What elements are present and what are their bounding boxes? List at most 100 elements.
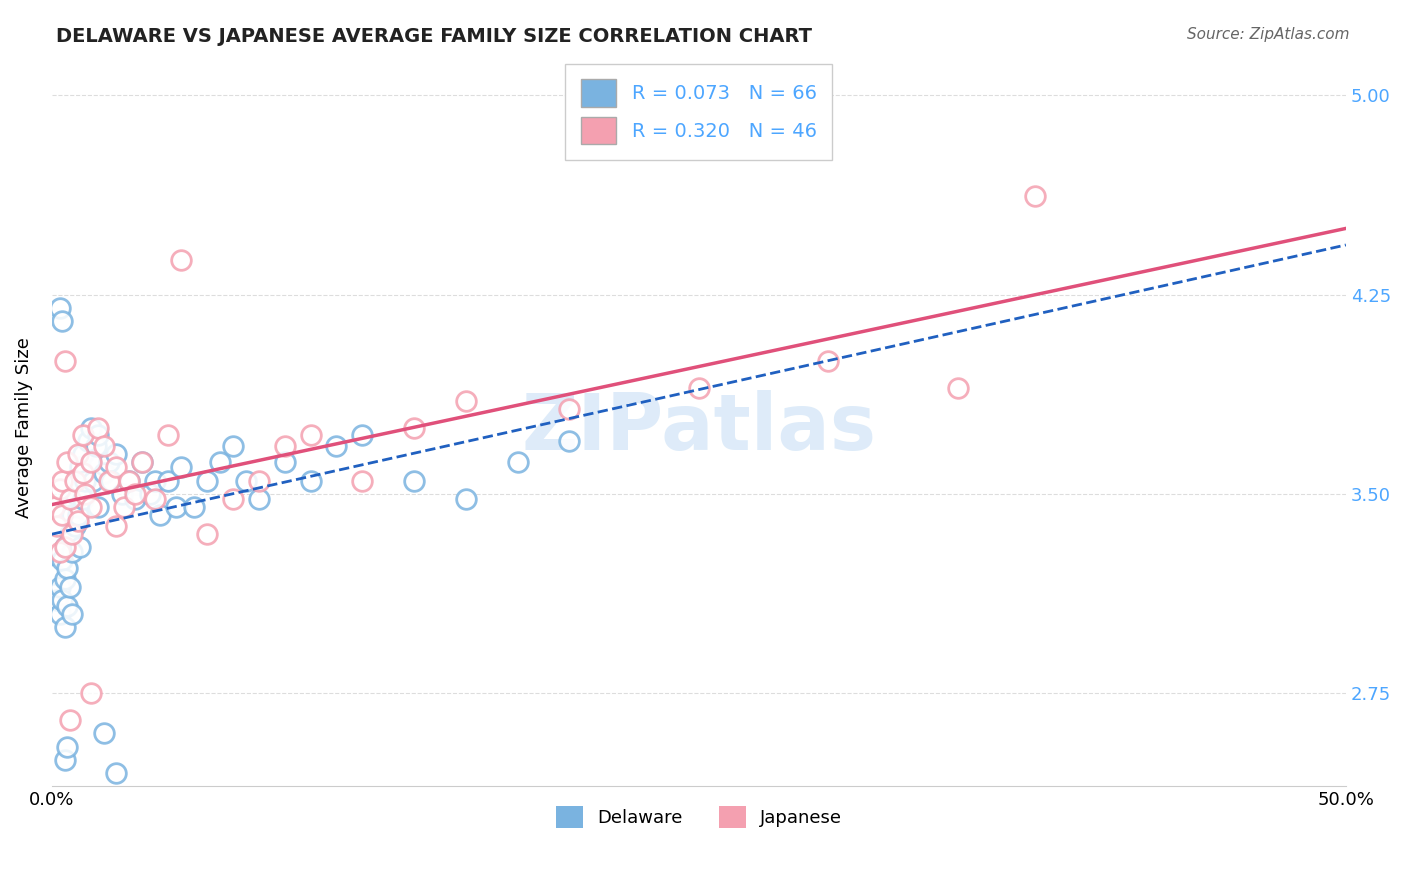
Point <box>131 455 153 469</box>
Point <box>75 487 97 501</box>
Point <box>48 301 70 315</box>
Point <box>454 393 477 408</box>
Point <box>97 455 120 469</box>
Point <box>105 519 128 533</box>
Point <box>72 492 94 507</box>
Point <box>247 492 270 507</box>
Point <box>56 739 79 754</box>
Point <box>56 561 79 575</box>
Point <box>93 466 115 480</box>
Point <box>352 474 374 488</box>
Point <box>404 420 426 434</box>
Point <box>93 439 115 453</box>
Point <box>53 572 76 586</box>
Point <box>97 474 120 488</box>
Point <box>77 434 100 448</box>
Point <box>170 252 193 267</box>
Point <box>79 686 101 700</box>
Point <box>79 455 101 469</box>
Point <box>131 455 153 469</box>
Point <box>51 508 73 523</box>
Point <box>62 607 84 621</box>
Point <box>72 466 94 480</box>
Point <box>112 500 135 515</box>
Point <box>62 545 84 559</box>
Point <box>79 500 101 515</box>
Point <box>63 519 86 533</box>
Point <box>45 519 67 533</box>
Point <box>143 492 166 507</box>
Point <box>352 428 374 442</box>
Point <box>273 439 295 453</box>
Point <box>222 492 245 507</box>
Point <box>45 593 67 607</box>
Text: DELAWARE VS JAPANESE AVERAGE FAMILY SIZE CORRELATION CHART: DELAWARE VS JAPANESE AVERAGE FAMILY SIZE… <box>56 27 813 45</box>
Point <box>56 599 79 613</box>
Point <box>558 434 581 448</box>
Point <box>157 428 180 442</box>
Point <box>72 447 94 461</box>
Legend: Delaware, Japanese: Delaware, Japanese <box>548 798 849 835</box>
Point <box>59 492 82 507</box>
Point <box>53 540 76 554</box>
Point <box>53 354 76 368</box>
Point <box>124 487 146 501</box>
Point <box>235 474 257 488</box>
Point <box>1024 189 1046 203</box>
Point <box>72 428 94 442</box>
Point <box>82 474 104 488</box>
Text: Source: ZipAtlas.com: Source: ZipAtlas.com <box>1187 27 1350 42</box>
Y-axis label: Average Family Size: Average Family Size <box>15 337 32 518</box>
Point <box>170 460 193 475</box>
Text: ZIPatlas: ZIPatlas <box>522 390 876 466</box>
Point <box>105 447 128 461</box>
Point <box>59 713 82 727</box>
Point <box>157 474 180 488</box>
Point <box>56 455 79 469</box>
Point <box>48 580 70 594</box>
Point <box>247 474 270 488</box>
Point <box>51 474 73 488</box>
Point <box>195 527 218 541</box>
Point <box>87 420 110 434</box>
Point <box>105 460 128 475</box>
Point <box>105 766 128 780</box>
Point <box>404 474 426 488</box>
Point <box>299 474 322 488</box>
Point <box>62 527 84 541</box>
Point <box>149 508 172 523</box>
Point <box>62 508 84 523</box>
Point <box>118 474 141 488</box>
Point <box>208 455 231 469</box>
Point <box>454 492 477 507</box>
Point <box>63 474 86 488</box>
Point <box>66 508 89 523</box>
Point <box>69 540 91 554</box>
Point <box>79 455 101 469</box>
Point <box>195 474 218 488</box>
Point <box>51 553 73 567</box>
Point <box>44 500 66 515</box>
Point <box>506 455 529 469</box>
Point <box>66 447 89 461</box>
Point <box>69 460 91 475</box>
Point <box>66 514 89 528</box>
Point <box>59 580 82 594</box>
Point <box>79 420 101 434</box>
Point <box>53 753 76 767</box>
Point <box>75 474 97 488</box>
Point <box>139 487 162 501</box>
Point <box>53 540 76 554</box>
Point <box>48 482 70 496</box>
Point <box>93 726 115 740</box>
Point <box>688 381 710 395</box>
Point <box>59 527 82 541</box>
Point <box>87 500 110 515</box>
Point <box>558 401 581 416</box>
Point <box>48 607 70 621</box>
Point <box>53 620 76 634</box>
Point <box>946 381 969 395</box>
Point <box>183 500 205 515</box>
Point <box>118 474 141 488</box>
Point <box>63 487 86 501</box>
